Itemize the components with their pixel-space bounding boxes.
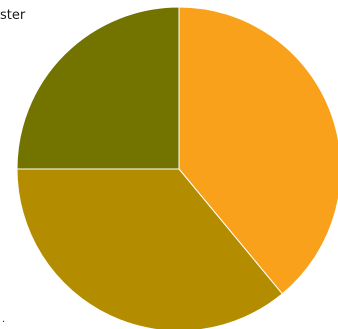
pie-slice-2	[16, 168, 283, 329]
legend-marker: ·	[2, 317, 6, 328]
legend-label: ster	[0, 8, 26, 23]
pie-slice-3	[16, 6, 180, 170]
pie-slice-1	[178, 6, 338, 295]
